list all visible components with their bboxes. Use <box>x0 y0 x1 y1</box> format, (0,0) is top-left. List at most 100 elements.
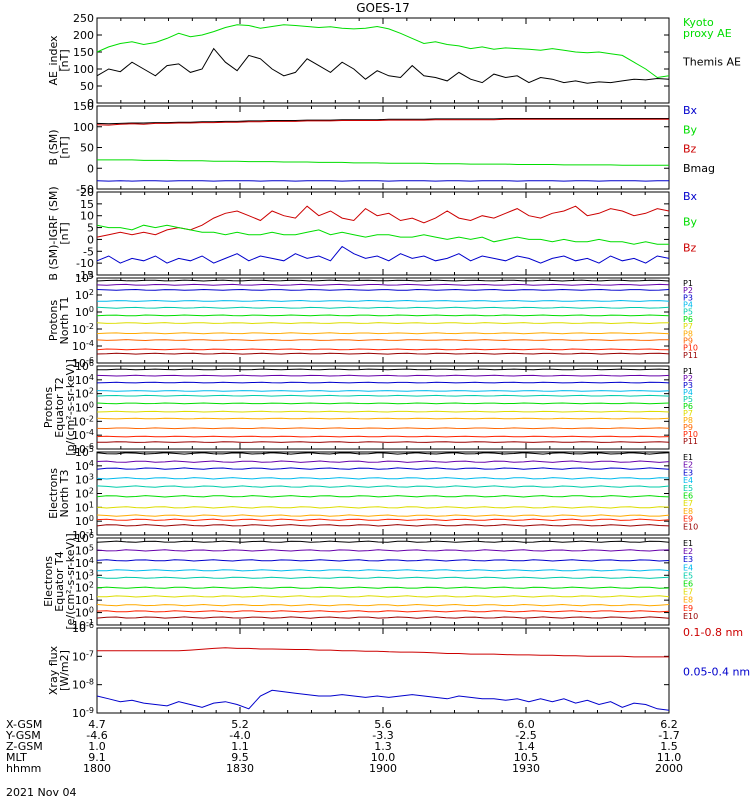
series-line-e5 <box>96 576 670 579</box>
legend-entry: E5 <box>683 571 693 580</box>
y-tick-label: 10-4 <box>72 428 94 442</box>
series-line-e4 <box>97 569 670 572</box>
legend-entry: P6 <box>683 315 693 324</box>
legend-entry: E10 <box>683 612 698 621</box>
series-line-bx <box>96 245 670 264</box>
coord-value: -1.7 <box>658 729 679 742</box>
coord-row-label: MLT <box>6 751 27 764</box>
y-tick-label: 200 <box>73 29 94 42</box>
series-line-p1 <box>97 368 670 371</box>
panel-frame <box>96 277 670 364</box>
legend-entry: P3 <box>683 381 693 390</box>
y-tick-label: 0 <box>87 233 94 246</box>
panel-frame <box>96 17 670 104</box>
series-line-p9 <box>96 339 669 342</box>
series-line-p10 <box>96 435 670 438</box>
series-line-bmag <box>96 118 669 125</box>
legend-entry: 0.05-0.4 nm <box>683 666 750 679</box>
series-line-p2 <box>96 283 670 286</box>
series-line-p7 <box>96 322 670 325</box>
y-tick-label: 102 <box>75 581 94 595</box>
coord-row-label: Z-GSM <box>6 740 43 753</box>
legend-entry: E9 <box>683 604 693 613</box>
series-line-e8 <box>96 514 670 517</box>
y-tick-label: 105 <box>75 543 94 557</box>
legend-entry: By <box>683 123 698 136</box>
panel-frame <box>96 451 670 536</box>
series-line-e3 <box>96 559 670 562</box>
legend-entry: P8 <box>683 329 693 338</box>
coord-value: -2.5 <box>515 729 536 742</box>
series-line-e7 <box>96 506 670 509</box>
legend-entry: P3 <box>683 293 693 302</box>
y-tick-label: 150 <box>73 46 94 59</box>
coord-value: 4.7 <box>88 718 106 731</box>
y-tick-label: 50 <box>80 80 94 93</box>
series-line-p4 <box>96 390 670 392</box>
coord-value: 1900 <box>369 762 397 775</box>
series-line-e9 <box>96 610 670 613</box>
coord-value: 10.0 <box>371 751 396 764</box>
coord-row-label: hhmm <box>6 762 41 775</box>
y-tick-label: 100 <box>73 121 94 134</box>
legend-entry: Bz <box>683 143 697 156</box>
y-tick-label: -15 <box>76 269 94 282</box>
series-line-p4 <box>97 299 670 302</box>
legend-entry: E1 <box>683 453 693 462</box>
series-line-e6 <box>96 586 670 589</box>
series-line-kyoto-proxy-ae <box>96 24 670 79</box>
y-tick-label: 101 <box>75 593 94 607</box>
series-line-p10 <box>96 348 670 351</box>
legend-entry: P2 <box>683 286 693 295</box>
coord-value: 6.2 <box>660 718 678 731</box>
series-line-themis-ae <box>96 47 670 84</box>
series-line-p8 <box>96 417 670 420</box>
y-axis-label: B (SM)-IGRF (SM)[nT] <box>47 186 71 280</box>
coord-value: 6.0 <box>517 718 535 731</box>
legend-entry: P6 <box>683 402 693 411</box>
legend-entry: E2 <box>683 547 693 556</box>
series-line-p6 <box>96 314 670 317</box>
series-line-e2 <box>96 549 670 552</box>
coord-value: 1.0 <box>88 740 106 753</box>
series-line-p9 <box>96 427 670 430</box>
legend-entry: E2 <box>683 461 693 470</box>
legend-entry: P7 <box>683 322 693 331</box>
y-axis-label: ElectronsNorth T3 <box>47 468 71 519</box>
panel-2: -50 0 50 100 150 B (SM)[nT] Bx By Bz Bmag <box>47 100 715 196</box>
legend-entry: E5 <box>683 484 693 493</box>
legend-entry: E8 <box>683 596 693 605</box>
y-tick-label: 10-2 <box>72 414 94 428</box>
series-line-e2 <box>96 460 670 463</box>
series-line-p7 <box>96 410 670 413</box>
coord-value: 1.4 <box>517 740 535 753</box>
legend-entry: P5 <box>683 395 693 404</box>
y-tick-label: 10-4 <box>72 339 94 353</box>
series-line-p5 <box>96 306 670 309</box>
legend-entry: P1 <box>683 279 693 288</box>
y-tick-label: 103 <box>75 473 94 487</box>
legend-entry: E6 <box>683 580 693 589</box>
legend-entry: P7 <box>683 409 693 418</box>
series-line-by <box>97 159 669 166</box>
legend-entry: E9 <box>683 515 693 524</box>
series-line-by <box>96 224 669 245</box>
y-tick-label: 50 <box>80 142 94 155</box>
legend-entry: E4 <box>683 476 693 485</box>
y-tick-label: 10-6 <box>72 442 94 456</box>
legend-entry: Bz <box>683 241 697 254</box>
panel-7: 10-1100101102103104105106ElectronsEquato… <box>42 531 698 632</box>
legend-entry: E7 <box>683 499 693 508</box>
series-line-e4 <box>96 477 670 480</box>
date-label: 2021 Nov 04 <box>6 786 76 799</box>
y-tick-label: 105 <box>75 445 94 459</box>
legend-entry: P4 <box>683 301 693 310</box>
coord-value: 5.2 <box>231 718 249 731</box>
y-tick-label: 0 <box>87 162 94 175</box>
series-line-e7 <box>97 595 670 598</box>
coord-value: 2000 <box>655 762 683 775</box>
